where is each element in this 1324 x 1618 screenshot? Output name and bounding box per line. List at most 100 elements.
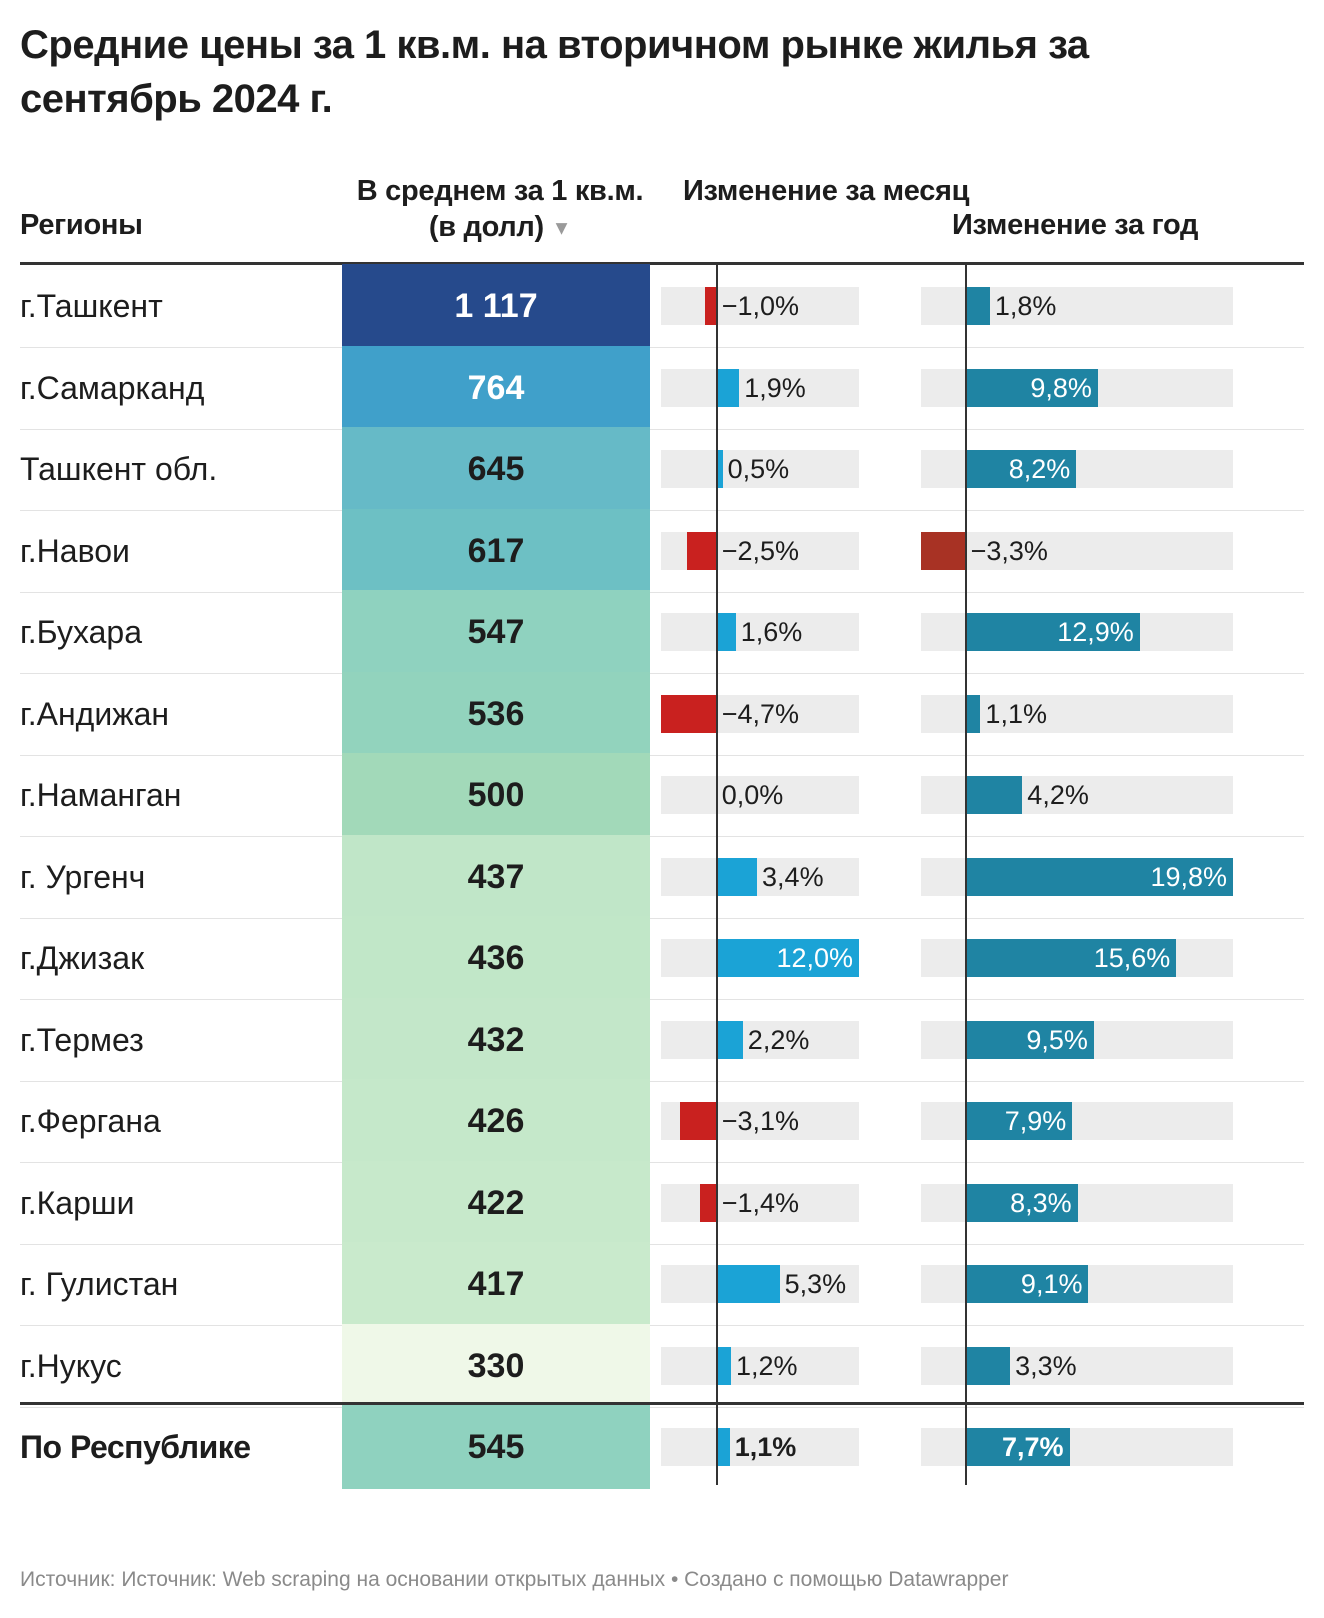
month-bar-background	[661, 857, 859, 896]
row-separator	[20, 754, 1304, 756]
year-change-bar	[965, 1428, 1070, 1466]
year-change-label: 15,6%	[1093, 943, 1171, 973]
column-header-region: Регионы	[20, 209, 143, 241]
month-bar-background	[661, 450, 859, 488]
region-name: г.Фергана	[20, 1103, 161, 1139]
year-change-label: 1,8%	[994, 291, 1057, 321]
month-change-label: −1,0%	[721, 291, 800, 321]
year-zero-axis	[964, 262, 967, 1485]
avg-price-cell: 547	[342, 590, 650, 674]
month-change-bar	[716, 368, 740, 407]
year-change-bar	[921, 531, 966, 570]
avg-price-cell: 536	[342, 671, 650, 756]
year-change-bar	[965, 776, 1023, 814]
month-change-label: 1,9%	[744, 372, 806, 403]
month-change-label: 1,6%	[740, 617, 803, 647]
table-row: Ташкент обл. 645 0,5% 8,2%	[0, 427, 1324, 511]
month-change-bar	[716, 450, 723, 488]
region-name: г.Бухара	[20, 614, 142, 650]
avg-price-cell: 426	[342, 1079, 650, 1163]
month-change-label: 1,1%	[734, 1432, 797, 1462]
year-change-bar	[965, 368, 1098, 407]
year-change-label: −3,3%	[970, 535, 1048, 566]
year-change-label: 7,9%	[1004, 1106, 1067, 1136]
year-bar-background	[921, 531, 1233, 570]
month-change-bar	[704, 287, 717, 325]
month-change-bar	[679, 1102, 717, 1140]
avg-price-cell: 422	[342, 1160, 650, 1245]
region-name: Ташкент обл.	[20, 451, 218, 487]
month-zero-axis	[715, 262, 718, 1485]
region-name: г.Термез	[20, 1021, 144, 1058]
month-change-bar	[716, 1265, 780, 1303]
table-row: г.Андижан 536 −4,7% 1,1%	[0, 671, 1324, 756]
region-name: г.Навои	[20, 532, 130, 569]
column-header-avg[interactable]: В среднем за 1 кв.м. (в долл) ▼	[345, 173, 655, 246]
row-separator	[20, 1243, 1304, 1245]
region-name: г. Ургенч	[20, 858, 146, 895]
column-header-month: Изменение за месяц	[683, 175, 970, 207]
avg-price-cell: 545	[342, 1405, 650, 1489]
month-bar-background	[661, 776, 859, 814]
table-row: г.Самарканд 764 1,9% 9,8%	[0, 345, 1324, 430]
year-change-bar	[965, 694, 981, 733]
table-row: г.Нукус 330 1,2% 3,3%	[0, 1323, 1324, 1408]
month-change-bar	[716, 1428, 730, 1466]
year-change-bar	[965, 1183, 1078, 1222]
year-change-bar	[965, 287, 990, 325]
region-name: г.Карши	[20, 1184, 135, 1221]
region-name: г.Андижан	[20, 695, 170, 732]
month-change-label: 0,5%	[727, 454, 790, 484]
sort-descending-icon[interactable]: ▼	[551, 217, 572, 240]
row-separator	[20, 347, 1304, 348]
year-change-label: 8,3%	[1010, 1187, 1072, 1218]
month-change-bar	[716, 857, 758, 896]
year-change-label: 8,2%	[1008, 454, 1071, 484]
month-change-bar	[687, 531, 717, 570]
region-name: г.Наманган	[20, 777, 182, 813]
row-separator	[20, 1406, 1304, 1408]
avg-price-cell: 417	[342, 1242, 650, 1326]
avg-price-cell: 432	[342, 997, 650, 1082]
row-separator	[20, 428, 1304, 430]
year-change-label: 1,1%	[985, 698, 1047, 729]
row-separator	[20, 1080, 1304, 1082]
table-row: г.Фергана 426 −3,1% 7,9%	[0, 1079, 1324, 1163]
row-separator	[20, 836, 1304, 837]
month-change-label: 1,2%	[735, 1350, 798, 1381]
header-rule	[20, 262, 1304, 265]
month-bar-background	[661, 1428, 859, 1466]
row-separator	[20, 917, 1304, 919]
month-change-label: −2,5%	[721, 535, 800, 566]
year-change-label: 19,8%	[1150, 861, 1227, 892]
region-name: г.Джизак	[20, 940, 145, 976]
month-change-label: 0,0%	[721, 780, 784, 810]
table-row: г.Наманган 500 0,0% 4,2%	[0, 753, 1324, 837]
month-bar-background	[661, 1346, 859, 1385]
year-change-bar	[965, 1346, 1011, 1385]
total-rule	[20, 1402, 1304, 1405]
year-change-label: 9,1%	[1020, 1269, 1083, 1299]
row-separator	[20, 510, 1304, 511]
region-name: г. Гулистан	[20, 1266, 179, 1302]
month-change-label: −1,4%	[721, 1187, 800, 1218]
row-separator	[20, 673, 1304, 674]
avg-price-cell: 437	[342, 834, 650, 919]
month-change-bar	[716, 1020, 743, 1059]
region-name: г.Нукус	[20, 1347, 122, 1384]
table-row: г. Гулистан 417 5,3% 9,1%	[0, 1242, 1324, 1326]
year-change-bar	[965, 1265, 1089, 1303]
month-change-bar	[716, 939, 859, 977]
month-change-bar	[700, 1183, 717, 1222]
table-row: г.Термез 432 2,2% 9,5%	[0, 997, 1324, 1082]
month-change-bar	[661, 694, 717, 733]
table-row: г.Ташкент 1 117 −1,0% 1,8%	[0, 264, 1324, 348]
month-bar-background	[661, 368, 859, 407]
month-bar-background	[661, 1183, 859, 1222]
table-row: г.Бухара 547 1,6% 12,9%	[0, 590, 1324, 674]
region-name: г.Ташкент	[20, 288, 163, 324]
year-change-bar	[965, 613, 1140, 651]
row-separator	[20, 591, 1304, 593]
year-change-bar	[965, 1102, 1073, 1140]
year-change-bar	[965, 1020, 1094, 1059]
